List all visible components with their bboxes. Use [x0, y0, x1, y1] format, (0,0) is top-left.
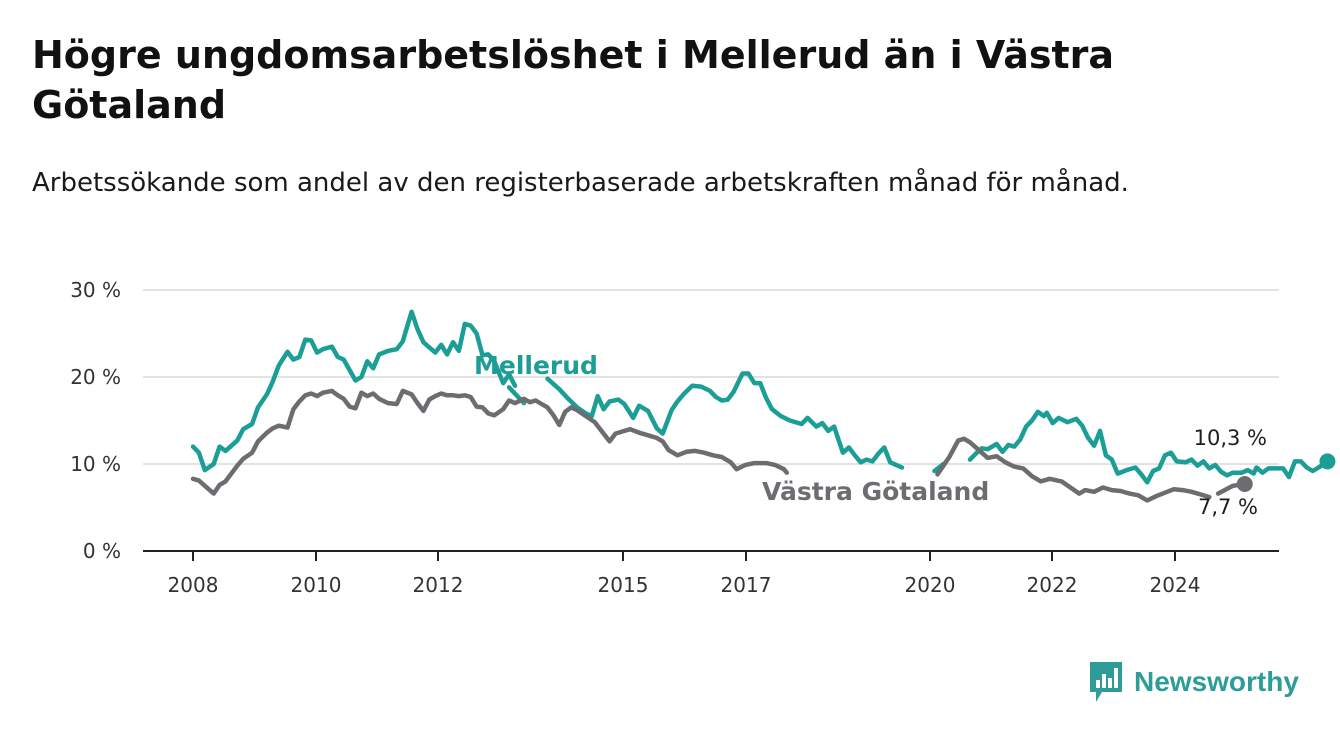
gridlines: [143, 289, 1279, 465]
x-tick-label: 2012: [413, 573, 464, 597]
x-tick-label: 2024: [1150, 573, 1201, 597]
end-value-mellerud: 10,3 %: [1194, 426, 1267, 450]
end-value-vastra-gotaland: 7,7 %: [1198, 495, 1258, 519]
series-labels: Mellerud Västra Götaland 10,3 % 7,7 %: [474, 351, 1267, 519]
brand-name: Newsworthy: [1134, 666, 1299, 697]
x-tick-label: 2017: [721, 573, 772, 597]
y-tick-label: 20 %: [70, 365, 121, 389]
y-tick-label: 0 %: [83, 539, 121, 563]
y-tick-label: 30 %: [70, 278, 121, 302]
x-tick-label: 2008: [168, 573, 219, 597]
series-line-mellerud: [545, 371, 905, 470]
series-line-vastra-gotaland: [190, 388, 790, 496]
end-point-vastra-gotaland: [1236, 476, 1253, 493]
series-line-vastra-gotaland: [935, 436, 1212, 503]
series-line-mellerud: [190, 309, 518, 473]
end-point-mellerud: [1319, 453, 1336, 470]
series-label-mellerud: Mellerud: [474, 351, 598, 380]
x-tick-label: 2022: [1027, 573, 1078, 597]
newsworthy-logo-icon: [1090, 662, 1122, 702]
x-tick-label: 2020: [905, 573, 956, 597]
series-label-vastra-gotaland: Västra Götaland: [762, 477, 989, 506]
chart-subtitle: Arbetssökande som andel av den registerb…: [32, 168, 1129, 198]
series-line-mellerud: [967, 409, 1330, 485]
series-lines: [190, 309, 1336, 503]
x-tick-label: 2015: [598, 573, 649, 597]
axes: 0 % 10 % 20 % 30 % 2008 2010 2012 2015 2017 2020 2…: [70, 278, 1279, 597]
y-tick-label: 10 %: [70, 452, 121, 476]
chart-title: Högre ungdomsarbetslöshet i Mellerud än …: [32, 33, 1114, 127]
newsworthy-logo: Newsworthy: [1088, 660, 1299, 704]
x-tick-label: 2010: [291, 573, 342, 597]
